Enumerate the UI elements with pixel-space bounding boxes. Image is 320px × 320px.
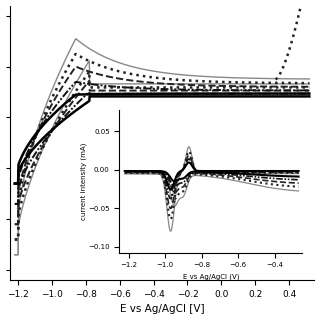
X-axis label: E vs Ag/AgCl [V]: E vs Ag/AgCl [V] bbox=[120, 304, 204, 315]
